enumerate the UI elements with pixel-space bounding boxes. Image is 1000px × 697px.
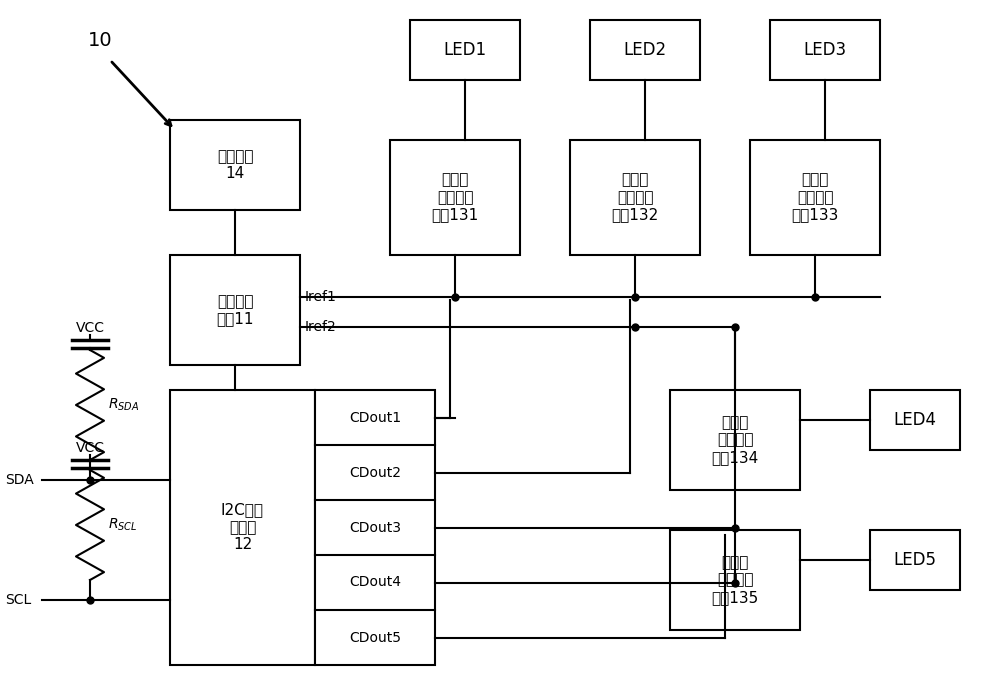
Text: 第三路
恒流驱动
模块133: 第三路 恒流驱动 模块133 bbox=[791, 173, 839, 222]
Text: CDout4: CDout4 bbox=[349, 576, 401, 590]
Bar bbox=[770, 20, 880, 80]
Bar bbox=[170, 390, 315, 665]
Text: 10: 10 bbox=[88, 31, 112, 50]
Bar bbox=[870, 530, 960, 590]
Text: 参考电流
模块11: 参考电流 模块11 bbox=[216, 294, 254, 326]
Text: Iref1: Iref1 bbox=[305, 290, 337, 304]
Text: 第二路
恒流驱动
模块132: 第二路 恒流驱动 模块132 bbox=[611, 173, 659, 222]
Bar bbox=[315, 390, 435, 665]
Text: CDout3: CDout3 bbox=[349, 521, 401, 535]
Text: LED4: LED4 bbox=[894, 411, 936, 429]
Bar bbox=[170, 255, 300, 365]
Text: CDout1: CDout1 bbox=[349, 411, 401, 424]
Text: $R_{SDA}$: $R_{SDA}$ bbox=[108, 397, 139, 413]
Text: 第一路
恒流驱动
模块131: 第一路 恒流驱动 模块131 bbox=[431, 173, 479, 222]
Text: VCC: VCC bbox=[76, 441, 104, 455]
Text: 第四路
恒流驱动
模块134: 第四路 恒流驱动 模块134 bbox=[711, 415, 759, 465]
Bar bbox=[390, 140, 520, 255]
Text: LED5: LED5 bbox=[894, 551, 936, 569]
Bar bbox=[670, 390, 800, 490]
Bar bbox=[750, 140, 880, 255]
Text: SCL: SCL bbox=[5, 593, 31, 607]
Bar bbox=[570, 140, 700, 255]
Text: LED2: LED2 bbox=[623, 41, 667, 59]
Text: LED3: LED3 bbox=[803, 41, 847, 59]
Bar bbox=[170, 120, 300, 210]
Bar bbox=[590, 20, 700, 80]
Text: I2C通信
控制器
12: I2C通信 控制器 12 bbox=[221, 503, 264, 553]
Text: VCC: VCC bbox=[76, 321, 104, 335]
Text: 供电模块
14: 供电模块 14 bbox=[217, 148, 253, 181]
Bar bbox=[870, 390, 960, 450]
Text: 第五路
恒流驱动
模块135: 第五路 恒流驱动 模块135 bbox=[711, 555, 759, 605]
Bar bbox=[670, 530, 800, 630]
Bar bbox=[410, 20, 520, 80]
Text: SDA: SDA bbox=[5, 473, 34, 487]
Text: Iref2: Iref2 bbox=[305, 319, 337, 333]
Text: CDout5: CDout5 bbox=[349, 631, 401, 645]
Text: $R_{SCL}$: $R_{SCL}$ bbox=[108, 516, 137, 533]
Text: LED1: LED1 bbox=[443, 41, 487, 59]
Text: CDout2: CDout2 bbox=[349, 466, 401, 480]
